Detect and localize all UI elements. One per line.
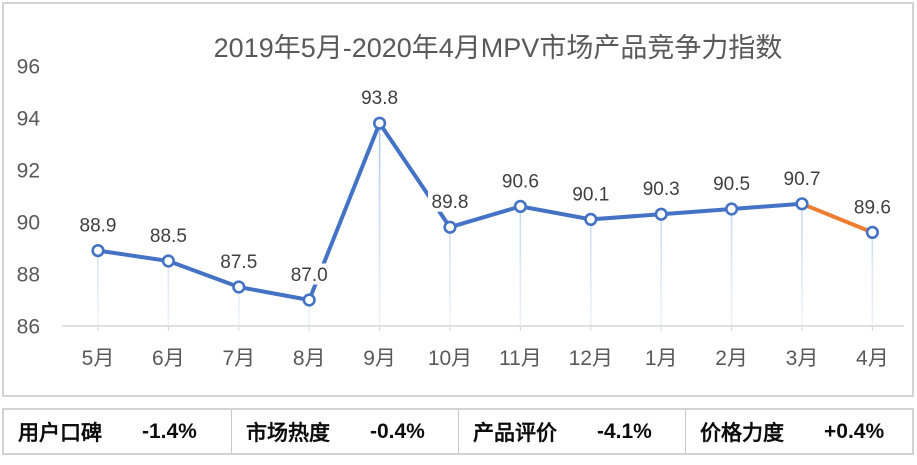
x-tick-label: 6月 (152, 347, 185, 370)
data-point-marker (161, 254, 175, 268)
stat-cell-market-heat: 市场热度 -0.4% (231, 410, 458, 453)
data-point-marker (654, 207, 668, 221)
data-label: 90.1 (572, 184, 609, 205)
y-tick-label: 86 (17, 316, 40, 339)
data-label-bg (428, 190, 472, 212)
data-label: 90.6 (502, 171, 539, 192)
data-point-marker (724, 202, 739, 216)
stat-label: 产品评价 (473, 421, 557, 445)
data-point-marker (443, 220, 457, 234)
data-label-bg (287, 263, 332, 285)
data-label: 93.8 (361, 88, 398, 109)
data-label-bg (76, 214, 120, 236)
stat-label: 用户口碑 (18, 421, 102, 445)
stat-value: -1.4% (142, 419, 197, 443)
data-label-bg (146, 224, 191, 246)
x-tick-label: 12月 (569, 347, 613, 370)
x-tick-label: 5月 (82, 347, 115, 370)
x-tick-label: 3月 (786, 347, 819, 370)
data-label: 88.9 (80, 216, 117, 237)
stat-label: 价格力度 (700, 421, 784, 445)
data-label-bg (850, 195, 895, 217)
data-label-bg (709, 172, 754, 194)
data-label-bg (780, 167, 824, 189)
data-label-bg (639, 177, 684, 199)
stat-value: -4.1% (597, 419, 652, 443)
stat-value: -0.4% (370, 419, 425, 443)
series-line-last-segment (800, 201, 875, 235)
y-tick-label: 88 (17, 264, 40, 287)
x-tick-label: 10月 (428, 347, 472, 370)
x-tick-label: 7月 (222, 347, 255, 370)
stat-cell-product-rating: 产品评价 -4.1% (458, 410, 685, 453)
data-point-marker (91, 244, 105, 258)
data-label: 90.5 (713, 174, 750, 195)
data-point-marker (302, 293, 316, 307)
data-label-bg (216, 250, 261, 272)
y-tick-label: 92 (17, 160, 40, 183)
data-point-marker (795, 197, 809, 211)
x-tick-label: 1月 (645, 347, 678, 370)
data-label: 88.5 (150, 226, 187, 247)
chart-title: 2019年5月-2020年4月MPV市场产品竞争力指数 (213, 33, 783, 63)
stats-bar: 用户口碑 -1.4% 市场热度 -0.4% 产品评价 -4.1% 价格力度 +0… (2, 408, 914, 455)
data-label: 87.5 (220, 252, 257, 273)
data-label-bg (357, 86, 402, 108)
data-label: 87.0 (291, 265, 328, 286)
stat-cell-user-reputation: 用户口碑 -1.4% (4, 410, 231, 453)
x-tick-label: 4月 (856, 347, 889, 370)
data-label-bg (498, 169, 543, 191)
data-point-marker (513, 199, 528, 213)
data-label: 89.8 (432, 192, 469, 213)
stat-cell-price-strength: 价格力度 +0.4% (685, 410, 912, 453)
data-point-marker (865, 225, 880, 239)
data-label: 89.6 (854, 197, 891, 218)
y-tick-label: 96 (17, 56, 40, 79)
data-point-marker (584, 212, 598, 226)
data-label: 90.3 (643, 179, 680, 200)
data-label-bg (568, 182, 613, 204)
x-tick-label: 8月 (293, 347, 326, 370)
x-tick-label: 2月 (715, 347, 748, 370)
x-tick-label: 11月 (499, 347, 542, 370)
line-chart: 86 88 90 92 94 96 5月 6月 7月 8月 9月 10月 11月 12月 1月 2月 3月 4月 8… (17, 56, 904, 370)
x-tick-label: 9月 (363, 347, 396, 370)
stat-value: +0.4% (824, 419, 885, 443)
y-tick-label: 90 (17, 212, 40, 235)
data-label: 90.7 (784, 169, 821, 190)
data-point-marker (232, 280, 246, 294)
chart-container: 86 88 90 92 94 96 5月 6月 7月 8月 9月 10月 11月 12月 1月 2月 3月 4月 8… (2, 2, 914, 397)
data-point-marker (373, 116, 387, 130)
y-tick-label: 94 (17, 108, 41, 131)
stat-label: 市场热度 (246, 421, 330, 445)
